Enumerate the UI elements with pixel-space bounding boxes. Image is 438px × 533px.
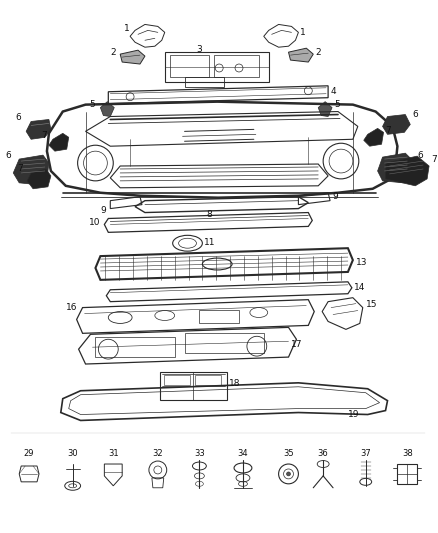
Text: 6: 6 [417,151,423,159]
Text: 32: 32 [152,449,163,458]
Text: 7: 7 [41,131,47,140]
Text: 34: 34 [238,449,248,458]
Bar [184,333,264,353]
Bar [164,375,190,385]
Text: 19: 19 [348,410,360,419]
Text: 2: 2 [315,47,321,56]
Bar [199,310,239,324]
Text: 17: 17 [290,340,302,349]
Text: 11: 11 [205,238,216,247]
Text: 6: 6 [412,110,418,119]
Text: 35: 35 [283,449,294,458]
Text: 37: 37 [360,449,371,458]
Polygon shape [120,50,145,64]
Polygon shape [13,155,49,185]
Bar [214,55,259,77]
Text: 5: 5 [334,100,340,109]
Bar [195,375,221,385]
Text: 14: 14 [354,283,365,292]
Polygon shape [27,169,51,189]
Text: 4: 4 [330,87,336,96]
Text: 8: 8 [206,210,212,219]
Bar [184,77,224,87]
Text: 36: 36 [318,449,328,458]
Text: 3: 3 [197,45,202,54]
Text: 7: 7 [18,165,23,173]
Text: 16: 16 [66,303,78,312]
Text: 5: 5 [90,100,95,109]
Text: 9: 9 [332,192,338,201]
Text: 13: 13 [356,257,367,266]
Polygon shape [378,153,415,183]
Polygon shape [318,102,332,117]
Text: 30: 30 [67,449,78,458]
Polygon shape [382,115,410,134]
Polygon shape [100,102,114,117]
Text: 38: 38 [402,449,413,458]
Text: 2: 2 [111,47,116,56]
Text: 1: 1 [300,28,306,37]
Bar [95,337,175,357]
Bar [165,52,268,82]
Polygon shape [385,156,429,186]
Text: 9: 9 [101,206,106,215]
Text: 18: 18 [229,379,240,389]
Text: 1: 1 [124,24,130,33]
Text: 33: 33 [194,449,205,458]
Text: 7: 7 [431,155,437,164]
Polygon shape [289,48,313,62]
Bar [170,55,209,77]
Circle shape [286,472,290,476]
Text: 6: 6 [6,151,11,159]
Ellipse shape [202,258,232,270]
Text: 6: 6 [15,113,21,122]
Text: 29: 29 [24,449,34,458]
Polygon shape [49,133,69,151]
Bar [160,372,227,400]
Text: 15: 15 [366,300,377,309]
Text: 31: 31 [108,449,119,458]
Text: 10: 10 [89,218,100,227]
Polygon shape [364,128,384,146]
Text: 7: 7 [385,126,391,135]
Polygon shape [26,119,51,139]
